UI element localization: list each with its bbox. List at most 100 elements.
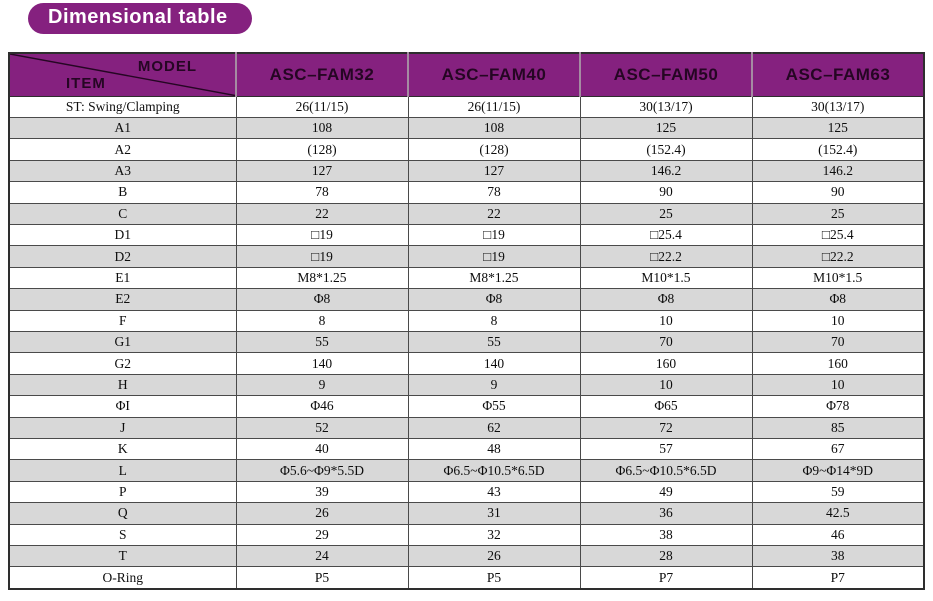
value-cell: Φ55 [407, 395, 581, 418]
value-cell: 57 [579, 437, 753, 461]
value-cell: 125 [751, 116, 925, 140]
table-row: P 39 43 49 59 [8, 480, 925, 504]
value-cell: Φ9~Φ14*9D [751, 459, 925, 482]
value-cell: □25.4 [751, 223, 925, 247]
value-cell: 26(11/15) [407, 95, 581, 118]
table-row: A2 (128) (128) (152.4) (152.4) [8, 138, 925, 161]
row-label-cell: A2 [8, 138, 237, 161]
table-row: B 78 78 90 90 [8, 181, 925, 204]
value-cell: 28 [579, 545, 753, 568]
value-cell: (128) [235, 138, 409, 161]
value-cell: 30(13/17) [579, 95, 753, 118]
row-label-cell: ΦI [8, 395, 237, 418]
value-cell: Φ8 [579, 288, 753, 311]
row-label-cell: A1 [8, 116, 237, 140]
value-cell: 25 [579, 202, 753, 225]
value-cell: Φ6.5~Φ10.5*6.5D [579, 459, 753, 482]
value-cell: 43 [407, 480, 581, 504]
column-header-fam63: ASC–FAM63 [751, 52, 925, 97]
value-cell: P5 [407, 566, 581, 590]
value-cell: 146.2 [751, 159, 925, 183]
row-label-cell: B [8, 181, 237, 204]
header-row: MODEL ITEM ASC–FAM32 ASC–FAM40 ASC–FAM50… [9, 52, 925, 97]
row-label-cell: Q [8, 502, 237, 525]
value-cell: 10 [579, 309, 753, 332]
column-header-fam40: ASC–FAM40 [407, 52, 581, 97]
value-cell: 140 [407, 352, 581, 375]
value-cell: 67 [751, 437, 925, 461]
table-body: ST: Swing/Clamping 26(11/15) 26(11/15) 30(1… [8, 95, 925, 590]
value-cell: 8 [407, 309, 581, 332]
value-cell: (152.4) [751, 138, 925, 161]
value-cell: □25.4 [579, 223, 753, 247]
value-cell: 39 [235, 480, 409, 504]
value-cell: 146.2 [579, 159, 753, 183]
header-item-label: ITEM [66, 74, 106, 92]
value-cell: M10*1.5 [579, 266, 753, 290]
title-pill: Dimensional table [28, 3, 252, 34]
value-cell: 10 [751, 309, 925, 332]
table-row: Q 26 31 36 42.5 [8, 502, 925, 525]
row-label-cell: A3 [8, 159, 237, 183]
value-cell: 32 [407, 523, 581, 547]
value-cell: 70 [579, 330, 753, 354]
value-cell: 9 [407, 373, 581, 397]
row-label-cell: H [8, 373, 237, 397]
value-cell: Φ46 [235, 395, 409, 418]
value-cell: 70 [751, 330, 925, 354]
value-cell: 26 [235, 502, 409, 525]
table-row: D1 □19 □19 □25.4 □25.4 [8, 223, 925, 247]
value-cell: 38 [579, 523, 753, 547]
page-title: Dimensional table [48, 6, 228, 28]
value-cell: 127 [235, 159, 409, 183]
value-cell: Φ6.5~Φ10.5*6.5D [407, 459, 581, 482]
header-model-label: MODEL [137, 58, 197, 75]
table-row: E2 Φ8 Φ8 Φ8 Φ8 [8, 288, 925, 311]
dimensional-table: MODEL ITEM ASC–FAM32 ASC–FAM40 ASC–FAM50… [8, 52, 925, 590]
value-cell: 22 [407, 202, 581, 225]
value-cell: M8*1.25 [235, 266, 409, 290]
value-cell: 48 [407, 437, 581, 461]
value-cell: 90 [579, 181, 753, 204]
value-cell: 52 [235, 416, 409, 440]
value-cell: M10*1.5 [751, 266, 925, 290]
table-row: S 29 32 38 46 [8, 523, 925, 547]
row-label-cell: T [8, 545, 237, 568]
value-cell: 25 [751, 202, 925, 225]
row-label-cell: G2 [8, 352, 237, 375]
row-label-cell: E1 [8, 266, 237, 290]
value-cell: P7 [579, 566, 753, 590]
value-cell: 108 [407, 116, 581, 140]
value-cell: P5 [235, 566, 409, 590]
value-cell: 72 [579, 416, 753, 440]
table-row: F 8 8 10 10 [8, 309, 925, 332]
row-label-cell: C [8, 202, 237, 225]
table-row: C 22 22 25 25 [8, 202, 925, 225]
value-cell: 85 [751, 416, 925, 440]
value-cell: 90 [751, 181, 925, 204]
row-label-cell: P [8, 480, 237, 504]
row-label-cell: ST: Swing/Clamping [8, 95, 237, 118]
table-row: E1 M8*1.25 M8*1.25 M10*1.5 M10*1.5 [8, 266, 925, 290]
value-cell: 9 [235, 373, 409, 397]
value-cell: □19 [235, 223, 409, 247]
table-row: G1 55 55 70 70 [8, 330, 925, 354]
value-cell: Φ5.6~Φ9*5.5D [235, 459, 409, 482]
row-label-cell: D1 [8, 223, 237, 247]
row-label-cell: E2 [8, 288, 237, 311]
table-row: O-Ring P5 P5 P7 P7 [8, 566, 925, 590]
table-header: MODEL ITEM ASC–FAM32 ASC–FAM40 ASC–FAM50… [9, 52, 925, 97]
value-cell: M8*1.25 [407, 266, 581, 290]
value-cell: 31 [407, 502, 581, 525]
table-row: G2 140 140 160 160 [8, 352, 925, 375]
value-cell: Φ65 [579, 395, 753, 418]
row-label-cell: O-Ring [8, 566, 237, 590]
value-cell: □19 [407, 245, 581, 268]
value-cell: 10 [751, 373, 925, 397]
value-cell: 22 [235, 202, 409, 225]
table-row: ΦI Φ46 Φ55 Φ65 Φ78 [8, 395, 925, 418]
row-label-cell: L [8, 459, 237, 482]
value-cell: 160 [751, 352, 925, 375]
value-cell: 10 [579, 373, 753, 397]
